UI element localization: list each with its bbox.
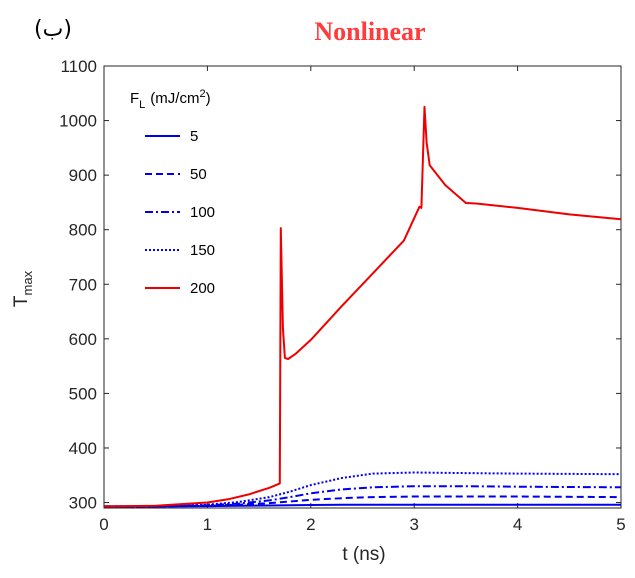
x-tick-label: 2	[306, 515, 315, 534]
x-tick-label: 4	[513, 515, 522, 534]
y-tick-label: 700	[69, 275, 97, 294]
legend-title-sup: 2	[199, 88, 205, 100]
y-axis-label: Tmax	[11, 270, 35, 307]
legend-title-unit: (mJ/cm	[150, 90, 199, 107]
legend-label-50: 50	[190, 166, 207, 183]
series-line-200	[103, 105, 622, 508]
x-tick-label: 0	[99, 515, 108, 534]
y-axis-ticks: 300 400 500 600 700 800 900 1000 1100	[59, 57, 621, 513]
series-lines	[103, 105, 622, 508]
y-tick-label: 800	[69, 221, 97, 240]
legend-entries: 5 50 100 150 200	[145, 128, 215, 297]
y-tick-label: 400	[69, 439, 97, 458]
y-tick-label: 500	[69, 384, 97, 403]
plot-area	[103, 65, 622, 509]
panel-label: (ب)	[34, 17, 72, 42]
y-tick-label: 900	[69, 166, 97, 185]
legend-title-subscript: L	[139, 99, 145, 111]
legend-label-150: 150	[190, 242, 215, 259]
y-axis-label-main: T	[11, 295, 32, 307]
axes-box	[103, 65, 622, 509]
legend-label-100: 100	[190, 204, 215, 221]
y-tick-label: 600	[69, 330, 97, 349]
y-tick-label: 1100	[60, 57, 97, 76]
y-tick-label: 300	[69, 494, 97, 513]
legend-label-5: 5	[190, 128, 198, 145]
y-tick-label: 1000	[59, 112, 97, 131]
chart-title: Nonlinear	[314, 17, 425, 46]
x-tick-label: 5	[616, 515, 625, 534]
y-axis-label-subscript: max	[20, 270, 35, 295]
legend-label-200: 200	[190, 280, 215, 297]
legend-title-close: )	[206, 90, 211, 107]
series-line-100	[104, 485, 622, 508]
x-axis-label: t (ns)	[342, 544, 385, 565]
legend-title: FL (mJ/cm2)	[130, 88, 211, 111]
series-line-150	[104, 471, 622, 508]
x-tick-label: 1	[203, 515, 212, 534]
legend-title-main: F	[130, 90, 139, 107]
x-tick-label: 3	[409, 515, 418, 534]
legend: FL (mJ/cm2) 5 50 100 150 200	[130, 88, 215, 297]
